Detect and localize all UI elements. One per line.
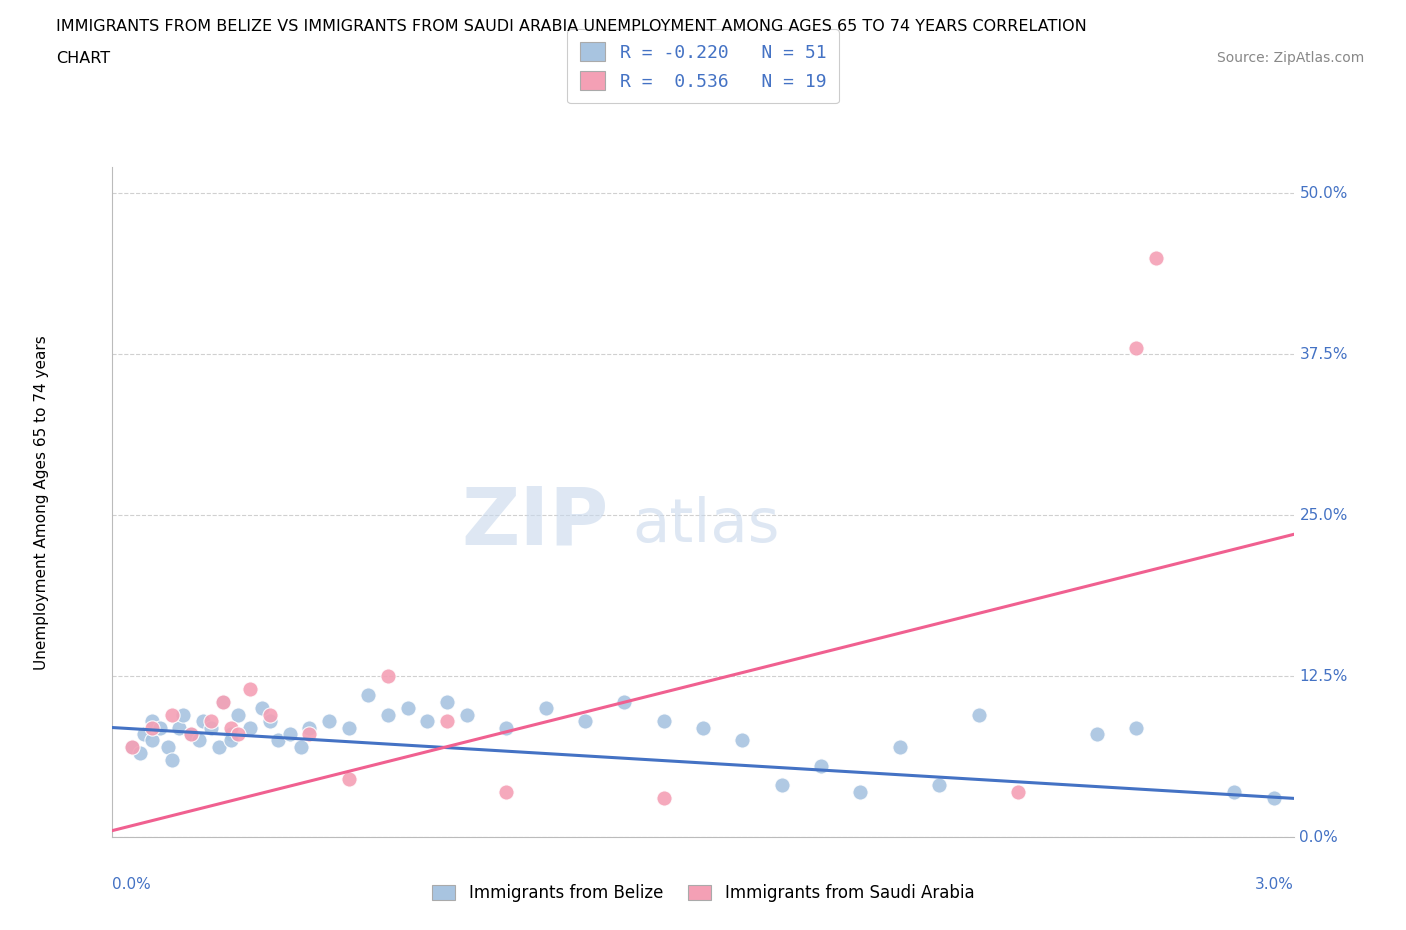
Point [239,682,262,697]
Point [191,713,214,728]
Point [141,720,163,735]
Point [1125,720,1147,735]
Point [337,720,360,735]
Point [967,707,990,722]
Point [1223,785,1246,800]
Point [278,726,301,741]
Point [180,726,202,741]
Point [574,713,596,728]
Point [211,695,233,710]
Point [928,778,950,793]
Text: 0.0%: 0.0% [112,877,152,892]
Point [377,707,399,722]
Point [692,720,714,735]
Point [1144,250,1167,265]
Point [849,785,872,800]
Point [337,772,360,787]
Text: ZIP: ZIP [461,484,609,562]
Point [298,720,321,735]
Text: Unemployment Among Ages 65 to 74 years: Unemployment Among Ages 65 to 74 years [34,335,49,670]
Point [1263,790,1285,805]
Point [357,688,380,703]
Point [377,669,399,684]
Text: 0.0%: 0.0% [1299,830,1339,844]
Point [121,739,143,754]
Point [132,726,155,741]
Point [259,707,281,722]
Point [219,733,242,748]
Point [208,739,231,754]
Point [416,713,439,728]
Point [156,739,179,754]
Point [211,695,233,710]
Point [456,707,478,722]
Point [1085,726,1108,741]
Point [652,790,675,805]
Point [228,726,250,741]
Point [169,720,191,735]
Point [318,713,340,728]
Text: 3.0%: 3.0% [1254,877,1294,892]
Text: CHART: CHART [56,51,110,66]
Point [534,701,557,716]
Text: 12.5%: 12.5% [1299,669,1348,684]
Point [259,713,281,728]
Point [267,733,290,748]
Point [495,720,517,735]
Point [436,713,458,728]
Point [141,713,163,728]
Text: Source: ZipAtlas.com: Source: ZipAtlas.com [1216,51,1364,65]
Point [239,720,262,735]
Point [200,720,222,735]
Point [160,707,183,722]
Point [298,726,321,741]
Point [121,739,143,754]
Text: 25.0%: 25.0% [1299,508,1348,523]
Point [219,720,242,735]
Point [652,713,675,728]
Point [731,733,754,748]
Point [1125,340,1147,355]
Point [219,726,242,741]
Point [160,752,183,767]
Text: 37.5%: 37.5% [1299,347,1348,362]
Point [396,701,419,716]
Point [889,739,911,754]
Point [149,720,172,735]
Text: IMMIGRANTS FROM BELIZE VS IMMIGRANTS FROM SAUDI ARABIA UNEMPLOYMENT AMONG AGES 6: IMMIGRANTS FROM BELIZE VS IMMIGRANTS FRO… [56,19,1087,33]
Point [228,707,250,722]
Point [613,695,636,710]
Point [180,726,202,741]
Point [810,759,832,774]
Point [436,695,458,710]
Text: 50.0%: 50.0% [1299,186,1348,201]
Point [172,707,194,722]
Point [1007,785,1029,800]
Point [129,746,152,761]
Point [290,739,312,754]
Point [200,713,222,728]
Point [250,701,273,716]
Text: atlas: atlas [633,496,780,555]
Point [141,733,163,748]
Point [188,733,211,748]
Point [495,785,517,800]
Legend: Immigrants from Belize, Immigrants from Saudi Arabia: Immigrants from Belize, Immigrants from … [425,878,981,909]
Point [770,778,793,793]
